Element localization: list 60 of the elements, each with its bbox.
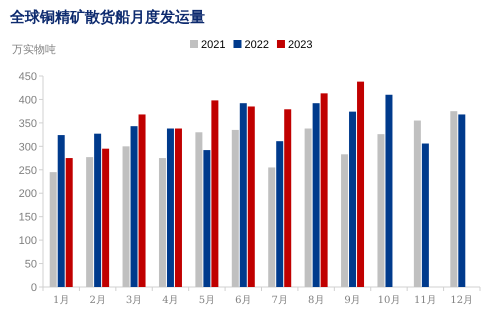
bar: [458, 114, 466, 287]
chart-title: 全球铜精矿散货船月度发运量: [9, 8, 205, 26]
bar: [349, 112, 356, 287]
bar: [385, 94, 392, 287]
x-tick-label: 1月: [53, 295, 70, 306]
y-tick-label: 0: [30, 282, 37, 294]
y-tick-label: 350: [18, 118, 37, 130]
bar: [174, 128, 182, 287]
bar: [312, 103, 320, 287]
y-tick-label: 400: [18, 94, 37, 106]
bar: [450, 111, 458, 287]
bar: [50, 172, 57, 287]
bar: [122, 146, 130, 287]
y-axis-title: 万实物吨: [12, 43, 56, 56]
x-tick-label: 7月: [272, 295, 288, 306]
bar: [166, 128, 174, 287]
x-tick-label: 6月: [235, 295, 252, 306]
x-tick-label: 3月: [126, 295, 142, 306]
bar: [284, 109, 292, 287]
x-tick-label: 10月: [378, 295, 400, 306]
bar: [377, 134, 384, 287]
bar: [357, 82, 364, 287]
y-tick-label: 450: [18, 71, 37, 83]
bar: [158, 158, 166, 287]
bar: [58, 135, 65, 287]
bar: [422, 144, 429, 287]
bar: [268, 167, 276, 287]
bar: [414, 120, 421, 287]
x-tick-label: 11月: [414, 295, 437, 306]
x-tick-label: 4月: [162, 295, 179, 306]
bar: [102, 148, 110, 287]
bar: [138, 114, 146, 287]
x-tick-label: 9月: [344, 295, 361, 306]
legend-label: 2023: [288, 39, 312, 51]
y-tick-label: 250: [18, 164, 37, 177]
x-tick-label: 12月: [450, 295, 474, 306]
bar: [240, 103, 247, 287]
y-tick-label: 50: [24, 258, 37, 271]
bar: [248, 106, 255, 287]
y-tick-label: 150: [18, 212, 37, 224]
legend-label: 2021: [201, 39, 226, 51]
y-tick-label: 100: [18, 235, 37, 248]
y-tick-label: 300: [18, 141, 37, 154]
bar: [341, 154, 348, 287]
x-tick-label: 5月: [198, 295, 216, 306]
x-tick-label: 8月: [308, 295, 324, 306]
x-tick-label: 2月: [89, 295, 106, 306]
bar: [94, 134, 102, 287]
legend-label: 2022: [244, 39, 269, 51]
bar: [320, 93, 328, 287]
bar: [195, 132, 202, 287]
y-tick-label: 200: [18, 188, 37, 200]
bar: [130, 126, 138, 287]
bar: [276, 141, 284, 287]
bar: [304, 128, 312, 287]
bar: [86, 157, 94, 287]
bar: [203, 150, 210, 287]
bar: [232, 130, 239, 287]
bar: [66, 158, 73, 287]
bar: [211, 100, 218, 287]
